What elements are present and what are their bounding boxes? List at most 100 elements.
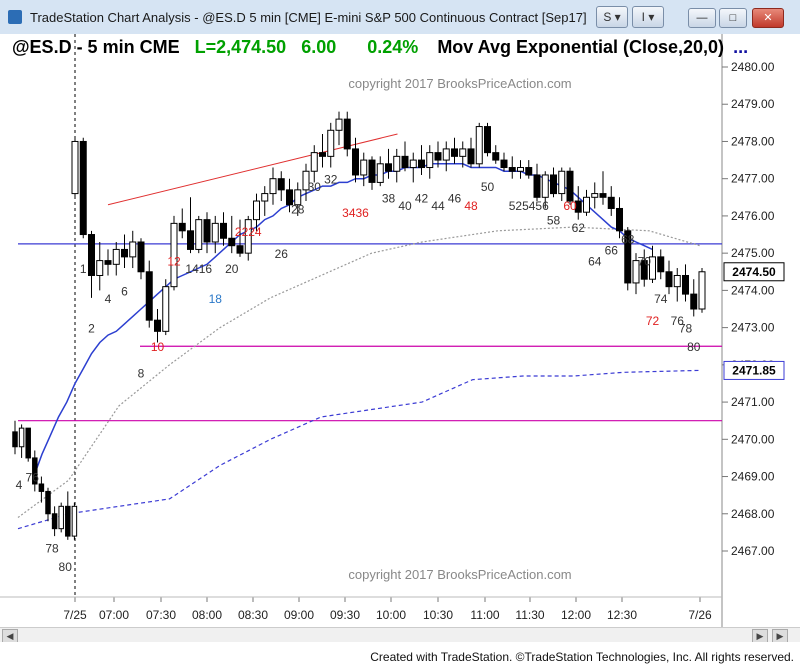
x-tick-label: 08:30 [238,608,268,622]
bar-number-label: 62 [572,221,586,235]
price-bar [584,197,590,212]
horizontal-scrollbar[interactable]: ◀ ▶ ▶ [0,627,800,642]
bar-number-label: 48 [464,199,478,213]
price-bar [155,320,161,331]
price-tag-text: 2474.50 [732,265,776,279]
price-bar [435,153,441,160]
scroll-left-icon[interactable]: ◀ [2,629,18,643]
price-bar [419,160,425,167]
chart-header: @ES.D - 5 min CME L=2,474.50 6.00 0.24% … [12,37,748,58]
price-bar [262,194,268,201]
price-bar [699,272,705,309]
prev-bar-number-label: 4 [16,478,23,492]
price-bar [468,149,474,164]
x-tick-label: 09:30 [330,608,360,622]
price-bar [518,168,524,172]
y-tick-label: 2473.00 [731,321,775,335]
bar-number-label: 50 [481,180,495,194]
bar-number-label: 1416 [185,262,212,276]
bar-number-label: 2 [88,322,95,336]
price-bar [130,242,136,257]
bar-number-label: 525456 [509,199,549,213]
prev-session-bar [19,428,24,447]
footer: Created with TradeStation. ©TradeStation… [0,642,800,664]
bar-number-label: 70 [638,255,652,269]
last-price: L=2,474.50 [195,37,287,57]
price-bar [311,153,317,172]
price-bar [551,175,557,194]
y-tick-label: 2480.00 [731,60,775,74]
y-tick-label: 2476.00 [731,209,775,223]
bar-number-label: 64 [588,255,602,269]
symbol-label: @ES.D - 5 min CME [12,37,180,57]
price-bar [97,261,103,276]
net-change: 6.00 [301,37,336,57]
price-bar [138,242,144,272]
x-tick-label: 7/25 [63,608,87,622]
close-button[interactable]: ✕ [752,8,784,28]
bar-number-label: 68 [621,232,635,246]
price-bar [476,127,482,164]
price-bar [212,223,218,242]
price-bar [72,141,78,193]
price-bar [534,175,540,197]
price-bar [485,127,491,153]
chart-area[interactable]: 1 2 4 6 8 10 12 1416 18 20 2224 26 28 30 32 3436 38 40 42 4… [0,34,800,634]
x-tick-label: 07:00 [99,608,129,622]
bar-number-label: 44 [431,199,445,213]
symbol-link-s-button[interactable]: S ▾ [596,6,628,28]
bar-number-label: 4 [105,292,112,306]
percent-change: 0.24% [367,37,418,57]
scroll-right-icon[interactable]: ▶ [752,629,768,643]
bar-number-label: 66 [605,243,619,257]
minimize-button[interactable]: — [688,8,716,28]
bar-number-label: 80 [687,340,701,354]
bar-number-label: 2224 [235,225,262,239]
prev-bar-number-label: 80 [59,560,73,574]
price-bar [452,149,458,156]
price-bar [89,235,95,276]
price-bar [493,153,499,160]
x-tick-label: 10:00 [376,608,406,622]
price-bar [80,141,86,234]
price-bar [501,160,507,167]
y-tick-label: 2471.00 [731,395,775,409]
price-bar [122,249,128,256]
bar-number-label: 58 [547,214,561,228]
price-bar [386,164,392,171]
price-bar [320,153,326,157]
price-bar [369,160,375,182]
price-bar [221,223,227,238]
bar-number-label: 32 [324,173,338,187]
price-bar [666,272,672,287]
symbol-link-i-button[interactable]: I ▾ [632,6,664,28]
x-tick-label: 7/26 [688,608,712,622]
price-bar [188,231,194,250]
y-tick-label: 2468.00 [731,507,775,521]
window-title: TradeStation Chart Analysis - @ES.D 5 mi… [30,10,587,25]
y-tick-label: 2467.00 [731,544,775,558]
price-chart[interactable]: 1246810121416182022242628303234363840424… [0,34,800,627]
bar-number-label: 30 [308,180,322,194]
price-bar [658,257,664,272]
price-bar [344,119,350,149]
scroll-end-icon[interactable]: ▶ [772,629,788,643]
price-bar [600,194,606,198]
watermark-top: copyright 2017 BrooksPriceAction.com [348,76,571,91]
price-bar [567,171,573,201]
maximize-button[interactable]: □ [719,8,747,28]
price-bar [237,246,243,253]
prev-session-bar [72,506,77,536]
price-bar [683,275,689,294]
price-bar [163,287,169,332]
price-bar [179,223,185,230]
price-bar [608,197,614,208]
bar-number-label: 78 [679,322,693,336]
bar-number-label: 38 [382,191,396,205]
y-tick-label: 2478.00 [731,134,775,148]
price-bar [377,164,383,183]
bar-number-label: 6 [121,284,128,298]
prev-bar-number-label: 78 [45,541,59,555]
price-bar [691,294,697,309]
price-bar [229,238,235,245]
